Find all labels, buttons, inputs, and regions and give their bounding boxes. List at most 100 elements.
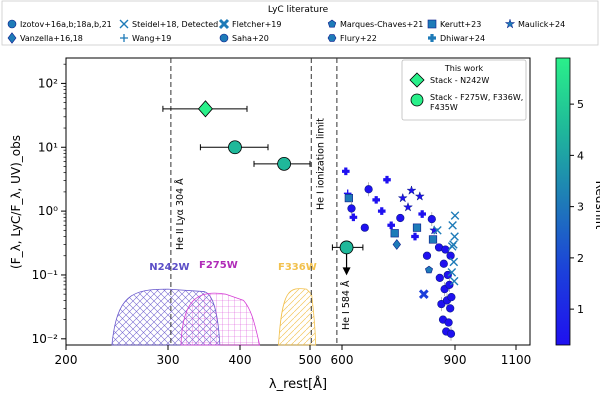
lit-point-47	[449, 240, 458, 249]
filter-label-f336w: F336W	[278, 262, 317, 273]
lit-point-18	[412, 223, 422, 232]
lit-point-43	[447, 293, 456, 302]
lit-point-17	[411, 232, 419, 241]
legend-top-label-1: Steidel+18, Detected	[132, 20, 218, 29]
lit-point-7	[372, 196, 380, 204]
lit-point-16	[406, 185, 417, 195]
legend-top-marker-4	[427, 19, 437, 29]
legend-top-marker-1	[119, 19, 129, 29]
lit-point-26	[429, 224, 440, 235]
lit-point-38	[444, 318, 453, 327]
y-axis-label: (F_λ, LyC/F_λ, UV)_obs	[9, 135, 23, 269]
lit-point-27	[433, 226, 442, 235]
colorbar-label: Redshift	[593, 181, 600, 230]
lit-point-4	[349, 213, 358, 222]
lit-point-13	[396, 213, 405, 223]
y-tick-label-2: 10⁰	[38, 204, 58, 218]
legend-top-label-2: Fletcher+19	[232, 20, 281, 29]
lit-point-21	[418, 289, 429, 300]
filter-label-n242w: N242W	[149, 262, 189, 273]
legend-top-marker-0	[7, 19, 17, 29]
filter-curve-f336w	[278, 288, 317, 346]
lit-point-40	[446, 304, 455, 313]
lit-point-30	[437, 299, 446, 309]
legend-top-label-6: Vanzella+16,18	[20, 34, 83, 43]
lit-point-50	[450, 232, 459, 241]
colorbar-tick-label-3: 4	[577, 149, 584, 162]
legend-literature: LyC literature Izotov+16a,b;18a,b,21 Steid…	[1, 0, 599, 46]
legend-top-marker-3	[327, 19, 337, 28]
x-tick-label-0: 200	[55, 353, 78, 367]
lit-point-10	[387, 221, 395, 230]
legend-this-work-box	[401, 59, 527, 121]
legend-top-marker-2	[218, 18, 230, 30]
x-tick-label-4: 600	[331, 353, 354, 367]
y-tick-label-3: 10¹	[38, 140, 58, 154]
x-tick-label-6: 1100	[501, 353, 532, 367]
lit-point-39	[445, 280, 454, 289]
lit-point-22	[422, 251, 432, 260]
lit-point-48	[449, 257, 459, 267]
colorbar-tick-label-2: 3	[577, 201, 584, 214]
legend-tw-diamond	[409, 72, 425, 88]
legend-top-marker-5	[504, 18, 516, 29]
legend-top-label-5: Maulick+24	[518, 20, 565, 29]
lit-point-32	[439, 259, 448, 268]
y-tick-label-1: 10⁻¹	[32, 268, 59, 282]
colorbar: 1 2 3 4 5 Redshift	[555, 57, 600, 346]
lit-point-34	[441, 245, 450, 254]
legend-top-label-9: Flury+22	[340, 34, 377, 43]
lit-point-37	[443, 270, 452, 280]
lit-point-19	[414, 191, 425, 201]
legend-top-marker-9	[327, 34, 337, 42]
lit-point-46	[448, 220, 457, 230]
filter-curves: N242W F275W F336W	[111, 260, 317, 346]
x-tick-label-2: 400	[229, 353, 252, 367]
legend-top-label-7: Wang+19	[132, 34, 171, 43]
tw-point-1	[228, 140, 242, 155]
lit-point-42	[446, 329, 456, 338]
legend-tw-label-1b: F435W	[430, 103, 458, 112]
legend-this-work: This work Stack - N242W Stack - F275W, F33…	[401, 59, 527, 121]
tw-point-0	[197, 100, 213, 118]
lit-point-20	[418, 210, 426, 218]
x-axis-label: λ_rest[Å]	[269, 376, 327, 392]
vline-label-2: He I 584 Å	[340, 280, 352, 330]
lit-point-0	[342, 167, 350, 176]
lit-point-9	[383, 175, 391, 184]
x-tick-label-3: 500	[299, 353, 322, 367]
plot-area: N242W F275W F336W He II Lyα 304 Å He I ioniz…	[9, 57, 532, 392]
lit-point-5	[360, 223, 369, 232]
lit-point-15	[402, 201, 414, 212]
y-tick-label-0: 10⁻²	[32, 332, 59, 346]
legend-top-title: LyC literature	[268, 5, 329, 15]
lit-point-44	[447, 268, 457, 277]
legend-tw-label-1: Stack - F275W, F336W,	[430, 93, 523, 102]
legend-tw-circle	[410, 93, 424, 107]
lit-point-3	[347, 204, 356, 213]
vline-label-0: He II Lyα 304 Å	[174, 178, 186, 250]
vline-label-1: He I ionization limit	[315, 118, 326, 210]
x-tick-label-5: 900	[444, 353, 467, 367]
colorbar-bar	[555, 57, 571, 346]
colorbar-tick-label-4: 5	[577, 98, 584, 111]
tw-ul-arrow-3	[342, 267, 351, 276]
tw-point-3	[339, 240, 354, 255]
lit-point-14	[397, 192, 408, 203]
vertical-lines: He II Lyα 304 Å He I ionization limit He I…	[170, 58, 352, 345]
lit-point-11	[390, 229, 399, 238]
lit-point-8	[377, 207, 386, 215]
this-work-points	[162, 100, 364, 276]
x-tick-label-1: 300	[157, 353, 180, 367]
legend-tw-label-0: Stack - N242W	[430, 76, 489, 85]
lit-point-2	[344, 193, 353, 203]
legend-top-marker-10	[428, 34, 436, 42]
lit-point-29	[435, 273, 444, 282]
lit-point-25	[428, 235, 438, 244]
legend-top-box	[1, 0, 599, 46]
legend-top-marker-7	[120, 34, 128, 42]
lit-point-12	[392, 239, 401, 250]
y-tick-label-4: 10²	[38, 76, 58, 90]
